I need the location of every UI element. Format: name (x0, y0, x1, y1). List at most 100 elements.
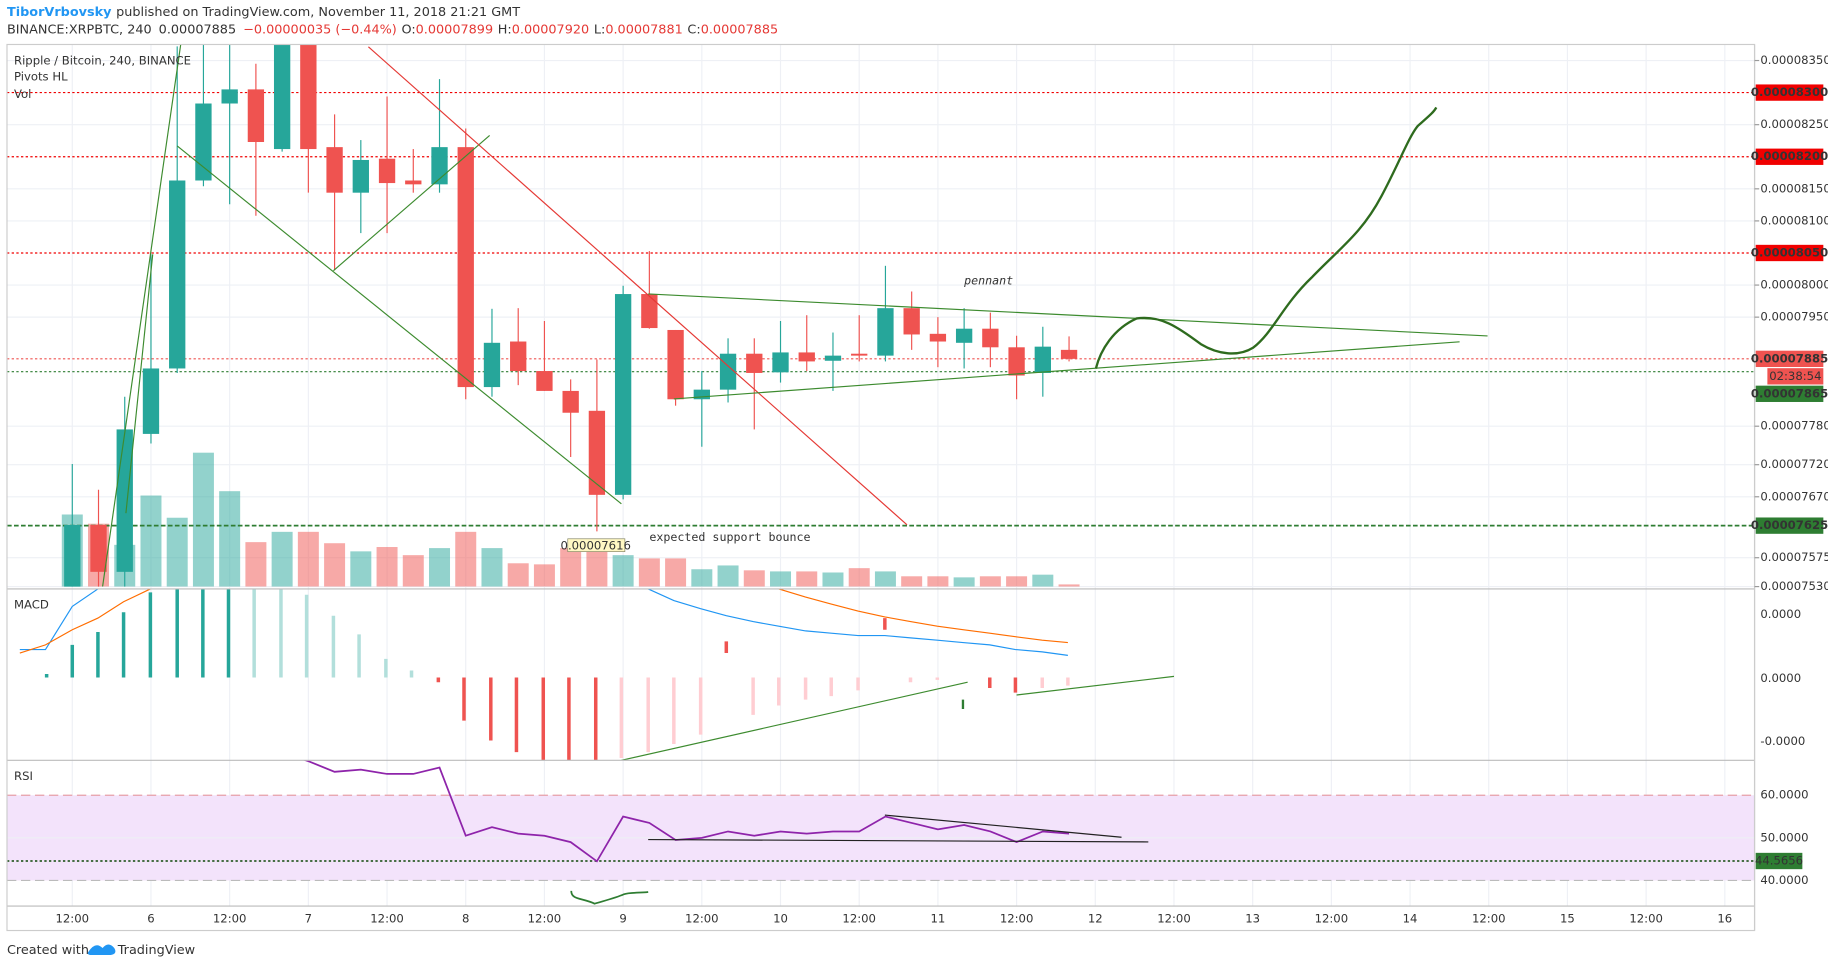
level-label: 0.00007625 (1751, 518, 1828, 532)
author[interactable]: TiborVrbovsky (7, 4, 112, 19)
volume-bar (376, 547, 398, 587)
x-tick-label: 12:00 (842, 911, 876, 925)
candle-body (955, 328, 973, 343)
volume-bar (691, 569, 713, 587)
rsi-drawings (570, 814, 1149, 905)
candle-body (746, 353, 763, 373)
pennant-bottom (673, 341, 1460, 400)
signal-line (19, 588, 1068, 654)
legend: Pivots HL (14, 70, 68, 84)
volume-bar (953, 577, 975, 587)
macd-tick: 0.0000 (1760, 671, 1801, 685)
x-tick-label: 12:00 (528, 911, 562, 925)
l-val: 0.00007881 (605, 22, 682, 37)
y-tick-label: 0.00007670 (1760, 489, 1828, 503)
macd-hist (436, 618, 1018, 761)
x-tick-label: 12:00 (1472, 911, 1506, 925)
trend-line (333, 134, 491, 272)
level-label-box (1755, 84, 1824, 101)
footer-brand[interactable]: TradingView (117, 943, 195, 958)
candle-body (693, 389, 710, 400)
x-tick-label: 12:00 (685, 911, 719, 925)
x-tick-label: 6 (147, 911, 154, 925)
volume-bar (612, 555, 634, 587)
level-label-box (1755, 148, 1824, 165)
macd-tick: 0.0000 (1760, 607, 1801, 621)
candle-body (64, 525, 81, 587)
x-tick-label: 12 (1088, 911, 1103, 925)
volume-bar (717, 565, 739, 587)
y-tick-label: 0.00007530 (1760, 579, 1828, 593)
candle-body (483, 342, 501, 388)
y-tick-label: 0.00007575 (1760, 550, 1828, 564)
volume-bar (455, 531, 477, 587)
volume-bar (1006, 576, 1028, 587)
volume-bar (507, 563, 529, 587)
x-tick-label: 10 (773, 911, 788, 925)
candle-body (903, 308, 920, 335)
candle-body (326, 147, 343, 193)
c-val: 0.00007885 (701, 22, 778, 37)
x-tick-label: 11 (930, 911, 945, 925)
volume-bar (140, 495, 162, 587)
rsi-tick-label: 50.0000 (1760, 830, 1808, 844)
x-tick-label: 12:00 (1629, 911, 1663, 925)
y-tick-label: 0.00008150 (1760, 181, 1828, 195)
rsi-level-box (1755, 852, 1803, 870)
volume-bar (402, 555, 424, 587)
level-label: 0.00007885 (1751, 351, 1828, 365)
low-label-box (567, 538, 626, 552)
drawings (102, 44, 1488, 587)
candle-body (221, 89, 238, 104)
o-val: 0.00007899 (416, 22, 493, 37)
candle-body (798, 352, 815, 362)
candle-body (247, 89, 265, 143)
y-tick-label: 0.00007950 (1760, 310, 1828, 324)
x-tick-label: 15 (1560, 911, 1575, 925)
projection (1094, 106, 1438, 369)
frame (6, 43, 1756, 932)
pennant-top (648, 293, 1488, 337)
rsi-tick-label: 60.0000 (1760, 788, 1808, 802)
x-tick-label: 7 (305, 911, 312, 925)
x-tick-label: 12:00 (1157, 911, 1191, 925)
x-tick-label: 14 (1403, 911, 1418, 925)
volume-bar (271, 531, 293, 587)
volume-bar (848, 568, 870, 587)
candle-body (300, 44, 317, 150)
candle-body (614, 294, 632, 495)
level-label-box (1755, 385, 1824, 402)
candle-body (877, 308, 894, 356)
level-label-box (1755, 244, 1824, 262)
volume-bar (192, 452, 214, 587)
y-tick-label: 0.00007720 (1760, 457, 1828, 471)
axes (6, 43, 1756, 932)
trend-line (102, 44, 182, 587)
trend-line (368, 46, 908, 526)
header-line: TiborVrbovsky published on TradingView.co… (7, 4, 520, 19)
trend-line (176, 145, 622, 505)
rsi (6, 760, 1755, 882)
rsi-label: RSI (14, 769, 33, 783)
candle-body (1060, 349, 1078, 359)
volume-bar (901, 576, 923, 587)
macd-hist (619, 677, 1070, 758)
volume-bar (166, 517, 188, 587)
x-tick-label: 9 (619, 911, 626, 925)
x-tick-label: 13 (1245, 911, 1260, 925)
trend-line (1016, 675, 1175, 696)
y-tick-label: 0.00008000 (1760, 278, 1828, 292)
x-tick-label: 8 (462, 911, 469, 925)
levels (6, 92, 1755, 527)
level-label: 0.00008200 (1751, 149, 1828, 163)
last: 0.00007885 (159, 22, 236, 37)
l-key: L: (594, 22, 605, 37)
trend-line (621, 681, 968, 761)
level-label-box (1755, 350, 1824, 368)
rsi-line (302, 760, 1070, 863)
volume-bar (219, 491, 241, 587)
published: published on TradingView.com, November 1… (116, 4, 520, 19)
macd (19, 588, 1175, 761)
volume-bar (533, 564, 555, 587)
o-key: O: (401, 22, 415, 37)
